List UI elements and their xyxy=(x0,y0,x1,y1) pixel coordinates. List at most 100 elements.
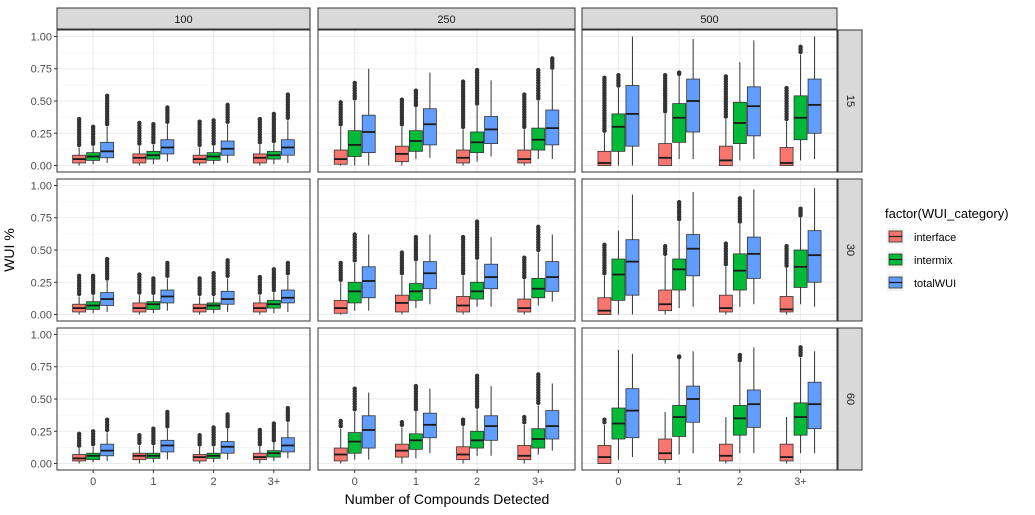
outlier-point xyxy=(460,234,466,240)
outlier-point xyxy=(676,354,682,359)
box-intermix xyxy=(347,281,362,304)
box-totalWUI xyxy=(625,239,640,296)
box-totalWUI xyxy=(686,385,701,423)
outlier-point xyxy=(197,276,202,281)
outlier-point xyxy=(602,242,607,248)
legend-label-interface: interface xyxy=(914,232,956,244)
outlier-point xyxy=(76,431,82,437)
outlier-point xyxy=(616,72,621,78)
outlier-point xyxy=(522,255,527,260)
box-interface xyxy=(333,149,348,165)
x-tick-label: 1 xyxy=(676,476,682,488)
outlier-point xyxy=(271,267,277,272)
box-totalWUI xyxy=(545,410,560,440)
box-intermix xyxy=(409,433,423,450)
box-interface xyxy=(718,145,733,166)
x-tick-label: 0 xyxy=(615,476,621,488)
legend-items: interface intermix totalWUI xyxy=(887,228,956,291)
outlier-point xyxy=(399,420,405,425)
outlier-point xyxy=(474,67,480,73)
panel-border xyxy=(317,29,576,173)
outlier-point xyxy=(676,200,682,205)
facet-strip-label-col: 500 xyxy=(700,14,718,26)
outlier-point xyxy=(165,260,170,266)
outlier-point xyxy=(352,80,357,86)
outlier-point xyxy=(662,243,668,249)
axes-layer: 0.00 0.25 0.50 0.75 1.00 0.00 0.25 0.50 0.75 1.00… xyxy=(31,31,807,488)
outlier-point xyxy=(225,258,230,263)
box-totalWUI xyxy=(100,141,115,159)
outlier-point xyxy=(165,105,170,110)
outlier-point xyxy=(338,418,343,424)
facet-strip-row xyxy=(837,29,863,173)
panel-border xyxy=(317,178,576,322)
x-tick-label: 3+ xyxy=(268,476,281,488)
box-interface xyxy=(517,445,532,461)
outlier-point xyxy=(137,432,142,438)
facet-strip-label-col: 250 xyxy=(437,14,455,26)
outlier-point xyxy=(285,405,291,411)
outlier-point xyxy=(460,417,466,422)
outlier-point xyxy=(211,271,216,276)
outlier-point xyxy=(104,93,110,99)
box-totalWUI xyxy=(807,230,822,283)
outlier-point xyxy=(165,409,170,415)
panels-layer xyxy=(56,29,838,471)
panel-border xyxy=(317,327,576,471)
y-tick-label: 0.75 xyxy=(31,362,52,374)
outlier-point xyxy=(197,119,202,124)
y-tick-label: 1.00 xyxy=(31,31,52,43)
x-tick-label: 0 xyxy=(352,476,358,488)
x-tick-label: 2 xyxy=(211,476,217,488)
box-intermix xyxy=(793,249,808,288)
outlier-point xyxy=(211,118,216,123)
outlier-point xyxy=(76,116,82,122)
outlier-point xyxy=(413,234,419,240)
box-totalWUI xyxy=(361,114,376,154)
facet-strip-col xyxy=(317,7,576,30)
box-interface xyxy=(779,296,794,313)
outlier-point xyxy=(352,232,357,237)
outlier-point xyxy=(550,56,555,61)
y-tick-label: 0.00 xyxy=(31,161,52,173)
y-tick-label: 0.00 xyxy=(31,310,52,322)
outlier-point xyxy=(399,97,405,102)
outlier-point xyxy=(90,273,96,279)
outlier-point xyxy=(413,383,419,389)
box-interface xyxy=(517,298,532,313)
outlier-point xyxy=(784,85,789,91)
outlier-point xyxy=(723,241,729,246)
y-tick-label: 0.25 xyxy=(31,128,52,140)
legend: factor(WUI_category) interface intermix to… xyxy=(885,206,1009,291)
box-totalWUI xyxy=(625,388,640,439)
box-interface xyxy=(597,150,612,166)
box-interface xyxy=(517,149,532,164)
panel-border xyxy=(581,29,838,173)
legend-label-intermix: intermix xyxy=(914,255,953,267)
outlier-point xyxy=(536,372,541,377)
outlier-point xyxy=(225,102,230,108)
box-totalWUI xyxy=(423,108,437,146)
y-tick-label: 0.50 xyxy=(31,245,52,257)
panel-border xyxy=(581,327,838,471)
outlier-point xyxy=(211,425,216,430)
box-intermix xyxy=(672,103,687,143)
box-totalWUI xyxy=(361,266,376,299)
outlier-point xyxy=(737,352,743,358)
outlier-point xyxy=(338,100,343,105)
box-intermix xyxy=(347,130,362,157)
y-axis-title: WUI % xyxy=(1,228,17,272)
box-totalWUI xyxy=(361,415,376,449)
outlier-point xyxy=(225,412,230,417)
x-tick-label: 3+ xyxy=(794,476,807,488)
box-intermix xyxy=(672,405,687,437)
outlier-point xyxy=(271,111,277,117)
outlier-point xyxy=(90,429,96,434)
box-interface xyxy=(597,297,612,315)
outlier-point xyxy=(151,122,156,127)
box-totalWUI xyxy=(423,261,437,290)
box-interface xyxy=(718,294,733,313)
outlier-point xyxy=(197,432,202,438)
box-interface xyxy=(779,147,794,166)
box-intermix xyxy=(732,405,747,436)
